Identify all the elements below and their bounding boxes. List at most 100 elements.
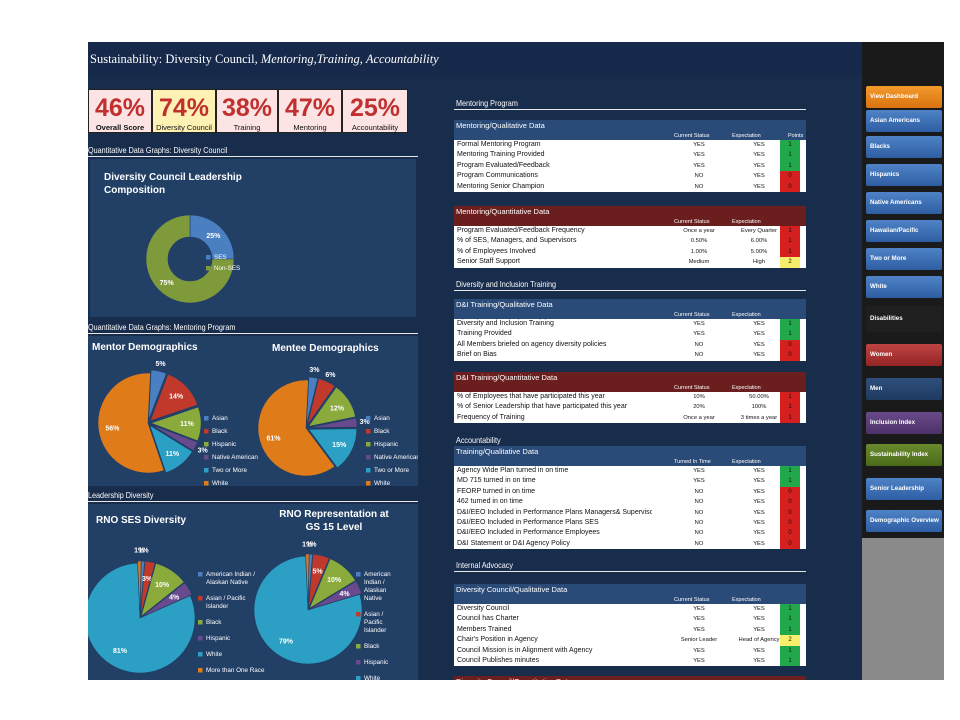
table-col-headers: Current Status Expectation [454, 311, 806, 319]
value-cell: 10% [693, 394, 705, 400]
legend-swatch [356, 612, 361, 617]
legend-label: Hispanic [374, 441, 398, 448]
column-header: Expectation [732, 385, 761, 391]
value-cell: YES [753, 183, 765, 190]
legend-label: Alaskan Native [206, 579, 248, 586]
row-label: Mentoring Training Provided [457, 151, 545, 159]
nav-button-demographic-overview[interactable]: Demographic Overview [866, 510, 942, 532]
points-cell: 0 [780, 517, 800, 529]
row-label: % of Employees that have participated th… [457, 393, 605, 400]
nav-button-women[interactable]: Women [866, 344, 942, 366]
nav-button-native-americans[interactable]: Native Americans [866, 192, 942, 214]
pie-label: 56% [105, 425, 120, 432]
points-cell: 0 [780, 339, 800, 351]
nav-button-blacks[interactable]: Blacks [866, 136, 942, 158]
nav-button-hawaiian-pacific[interactable]: Hawaiian/Pacific [866, 220, 942, 242]
chart-panel-mentoring: Mentor Demographics Mentee Demographics … [88, 336, 418, 486]
column-header: Turned In Time [674, 459, 711, 465]
score-value: 25% [349, 94, 401, 122]
pie-label: 1% [306, 542, 317, 549]
points-cell: 1 [780, 319, 800, 330]
row-label: % of SES, Managers, and Supervisors [457, 237, 577, 245]
legend-swatch [356, 676, 361, 680]
pie-slice [149, 373, 198, 422]
nav-button-two-or-more[interactable]: Two or More [866, 248, 942, 270]
title-italic: Mentoring,Training, Accountability [260, 52, 439, 66]
value-cell: YES [693, 162, 705, 169]
chart-title: Mentor Demographics [92, 342, 198, 353]
section-title: Diversity and Inclusion Training [456, 279, 556, 289]
table-title: D&I Training/Quantitative Data [454, 372, 806, 384]
value-cell: YES [753, 173, 765, 180]
value-cell: YES [753, 468, 765, 474]
score-value: 74% [158, 94, 210, 122]
pie-slice [308, 417, 358, 428]
table-body: % of Employees that have participated th… [454, 392, 806, 424]
nav-button-white[interactable]: White [866, 276, 942, 298]
nav-button-men[interactable]: Men [866, 378, 942, 400]
value-cell: YES [753, 478, 765, 485]
points-cell: 1 [780, 150, 800, 161]
table-row: FEORP turned in on time NO YES 0 [454, 486, 806, 498]
legend-swatch [198, 572, 203, 577]
table-row: Program Evaluated/Feedback Frequency Once… [454, 226, 806, 237]
column-header: Expectation [732, 219, 761, 225]
pie-chart-leadership: 1%3%10%4%81%1%American Indian /Alaskan N… [88, 542, 391, 680]
legend-swatch [356, 660, 361, 665]
table-row: Program Evaluated/Feedback YES YES 1 [454, 160, 806, 172]
page-title: Sustainability: Diversity Council, Mento… [90, 52, 439, 67]
table-row: D&I/EEO Included in Performance Employee… [454, 528, 806, 539]
value-cell: NO [694, 519, 704, 526]
value-cell: 0.50% [690, 238, 708, 245]
legend-swatch [198, 596, 203, 601]
value-cell: YES [693, 331, 705, 338]
value-cell: Once a year [683, 228, 715, 234]
value-cell: NO [694, 173, 704, 180]
table-row: Council has Charter YES YES 1 [454, 614, 806, 625]
table-row: % of Senior Leadership that have partici… [454, 402, 806, 413]
row-label: Diversity Council [457, 605, 510, 612]
table-col-headers: Current Status Expectation Points [454, 132, 806, 140]
table-row: Diversity Council YES YES 1 [454, 604, 806, 615]
table-row: All Members briefed on agency diversity … [454, 339, 806, 351]
nav-button-view-dashboard[interactable]: View Dashboard [866, 86, 942, 108]
pie-slice [150, 406, 202, 442]
points-cell: 1 [780, 604, 800, 615]
table-body: Formal Mentoring Program YES YES 1 Mentoring… [454, 140, 806, 192]
nav-button-asian-americans[interactable]: Asian Americans [866, 110, 942, 132]
pie-label: 1% [302, 542, 313, 549]
points-cell: 1 [780, 645, 800, 656]
nav-button-senior-leadership[interactable]: Senior Leadership [866, 478, 942, 500]
row-label: D&I Statement or D&I Agency Policy [457, 539, 570, 547]
pie-slice [308, 558, 356, 610]
divider [454, 109, 806, 110]
table-row: Formal Mentoring Program YES YES 1 [454, 140, 806, 151]
legend-swatch [204, 455, 209, 460]
pie-slice [149, 424, 193, 474]
pie-label: 3% [198, 447, 209, 454]
divider [454, 571, 806, 572]
table-body: Program Evaluated/Feedback Frequency Once… [454, 226, 806, 268]
value-cell: YES [753, 488, 765, 495]
legend-label: Asian [212, 415, 228, 422]
nav-filler [862, 538, 944, 680]
pie-label: 6% [325, 372, 336, 379]
legend-label: Islander [206, 603, 228, 610]
points-cell: 0 [780, 538, 800, 550]
pie-label: 75% [160, 280, 175, 287]
column-header: Expectation [732, 133, 761, 139]
legend-label: Hispanic [206, 635, 230, 642]
pie-slice [253, 555, 363, 665]
nav-button-inclusion-index[interactable]: Inclusion Index [866, 412, 942, 434]
legend-label: Islander [364, 627, 386, 634]
row-label: Agency Wide Plan turned in on time [457, 467, 569, 474]
nav-button-hispanics[interactable]: Hispanics [866, 164, 942, 186]
value-cell: YES [753, 321, 765, 327]
legend-label: American [364, 571, 391, 578]
points-cell: 0 [780, 181, 800, 192]
divider [88, 156, 418, 157]
value-cell: YES [753, 606, 765, 612]
nav-button-disabilities[interactable]: Disabilities [866, 306, 942, 332]
table-row: Mentoring Training Provided YES YES 1 [454, 150, 806, 161]
nav-button-sustainability-index[interactable]: Sustainability Index [866, 444, 942, 466]
